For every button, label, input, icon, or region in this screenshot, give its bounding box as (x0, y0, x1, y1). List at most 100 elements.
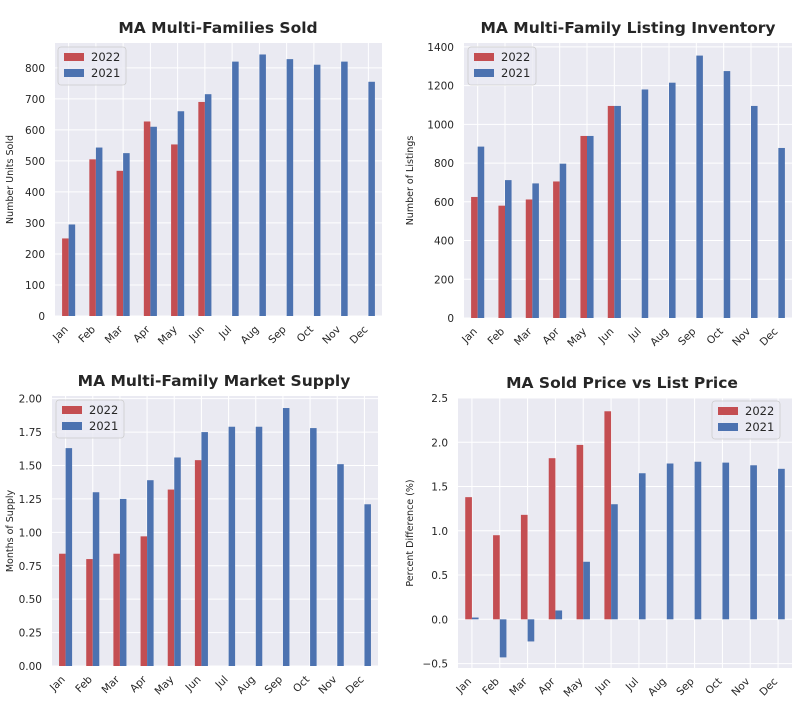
x-tick-label: Feb (73, 673, 95, 695)
x-tick-label: Mar (512, 325, 535, 348)
x-tick-label: Jul (216, 324, 234, 342)
legend-label-2022: 2022 (89, 403, 118, 417)
bar-2022-jan (59, 553, 66, 666)
chart-title: MA Multi-Families Sold (118, 19, 317, 37)
x-tick-label: Nov (320, 324, 343, 347)
y-axis-label: Number of Listings (405, 136, 416, 226)
x-tick-label: Sep (263, 673, 286, 696)
bar-2021-mar (123, 153, 130, 316)
bar-2021-oct (313, 64, 321, 316)
bar-2021-mar (119, 498, 127, 666)
legend-label-2022: 2022 (501, 50, 530, 64)
y-tick-label: 1.0 (431, 526, 448, 538)
x-tick-label: Oct (703, 676, 724, 697)
bar-2021-jun (611, 504, 618, 620)
bar-2021-may (587, 135, 594, 318)
x-tick-label: Apr (131, 323, 153, 345)
bar-2021-aug (255, 426, 263, 666)
bar-2022-jan (62, 238, 69, 316)
x-tick-label: Nov (316, 674, 339, 697)
chart-title: MA Multi-Family Market Supply (78, 372, 351, 390)
x-tick-label: Sep (676, 325, 699, 348)
x-tick-label: Apr (540, 325, 562, 347)
bar-2021-jun (614, 105, 621, 318)
x-tick-label: Jun (596, 326, 617, 347)
bar-2022-jun (604, 411, 612, 620)
legend-swatch-2021 (718, 423, 738, 431)
legend-swatch-2021 (62, 422, 82, 430)
chart-market-supply-svg: MA Multi-Family Market Supply 0.00 0.25 0.5… (5, 372, 378, 697)
x-tick-label: Dec (348, 323, 371, 346)
legend-label-2022: 2022 (745, 404, 774, 418)
bar-2022-apr (140, 536, 148, 666)
bar-2021-dec (778, 468, 785, 620)
chart-units-sold-svg: MA Multi-Families Sold 0 100 200 300 400 500 60… (5, 19, 382, 347)
chart-title: MA Sold Price vs List Price (506, 374, 738, 392)
legend: 2022 2021 (55, 399, 125, 439)
y-tick-label: 200 (434, 274, 454, 286)
bar-2021-mar (527, 619, 535, 642)
chart-market-supply: MA Multi-Family Market Supply 0.00 0.25 0.5… (0, 355, 400, 711)
x-tick-label: May (562, 676, 586, 700)
bar-2021-jul (638, 473, 646, 620)
y-tick-label: 400 (434, 236, 454, 248)
legend-swatch-2021 (474, 69, 494, 77)
y-tick-label: 0.0 (431, 614, 448, 626)
chart-sold-vs-list-svg: MA Sold Price vs List Price −0.5 0.0 0.5 1.0… (405, 374, 792, 700)
bar-2021-dec (364, 504, 371, 666)
bar-2022-apr (143, 121, 151, 316)
bar-2021-aug (259, 54, 266, 317)
y-tick-label: 200 (25, 249, 45, 261)
y-tick-label: 1.50 (19, 461, 42, 473)
legend: 2022 2021 (711, 400, 781, 440)
chart-sold-vs-list: MA Sold Price vs List Price −0.5 0.0 0.5 1.0… (400, 355, 800, 711)
x-tick-label: Jul (626, 326, 644, 344)
y-tick-label: 1.5 (431, 482, 448, 494)
x-tick-label: Jul (213, 674, 231, 692)
bar-2021-jul (228, 426, 236, 666)
y-tick-label: −0.5 (423, 659, 449, 671)
chart-listing-inventory: MA Multi-Family Listing Inventory 0 200 400… (400, 0, 800, 355)
x-tick-label: Feb (76, 323, 98, 345)
legend-swatch-2021 (64, 69, 84, 77)
y-tick-label: 0.5 (431, 570, 448, 582)
x-tick-label: Jan (50, 324, 71, 345)
bar-2021-oct (310, 428, 317, 666)
y-axis-label: Months of Supply (5, 489, 16, 572)
bar-2021-feb (95, 147, 103, 316)
x-tick-label: Jan (459, 326, 480, 347)
chart-units-sold: MA Multi-Families Sold 0 100 200 300 400 500 60… (0, 0, 400, 355)
y-tick-label: 1000 (427, 119, 454, 131)
plot-area (458, 398, 792, 668)
x-tick-label: Dec (344, 673, 367, 696)
chart-title: MA Multi-Family Listing Inventory (480, 19, 775, 37)
plot-area (55, 43, 382, 316)
legend-label-2022: 2022 (91, 50, 120, 64)
x-tick-label: Nov (729, 676, 752, 699)
y-tick-label: 1.75 (19, 427, 42, 439)
bar-2021-oct (722, 462, 730, 620)
y-tick-label: 2.5 (431, 393, 448, 405)
bar-2021-jul (641, 89, 649, 318)
bar-2021-feb (505, 180, 512, 318)
legend-swatch-2022 (718, 407, 738, 415)
bar-2021-nov (750, 465, 757, 620)
x-tick-label: Jul (623, 676, 641, 694)
bar-2021-apr (555, 610, 563, 620)
x-tick-label: Mar (100, 673, 123, 696)
legend: 2022 2021 (57, 46, 127, 86)
bar-2022-jun (198, 101, 205, 317)
chart-listing-inventory-svg: MA Multi-Family Listing Inventory 0 200 400… (405, 19, 792, 349)
bar-2022-may (576, 444, 584, 620)
bar-2021-apr (150, 126, 157, 317)
bar-2022-may (167, 489, 175, 666)
bar-2021-aug (669, 82, 676, 318)
y-tick-label: 1200 (427, 81, 454, 93)
x-tick-label: Apr (128, 673, 150, 695)
x-tick-label: Jan (453, 676, 474, 697)
y-tick-label: 0.50 (19, 594, 42, 606)
bar-2021-jul (232, 61, 239, 317)
y-tick-label: 700 (25, 94, 45, 106)
x-tick-label: Aug (646, 676, 669, 699)
y-tick-label: 0 (38, 311, 45, 323)
